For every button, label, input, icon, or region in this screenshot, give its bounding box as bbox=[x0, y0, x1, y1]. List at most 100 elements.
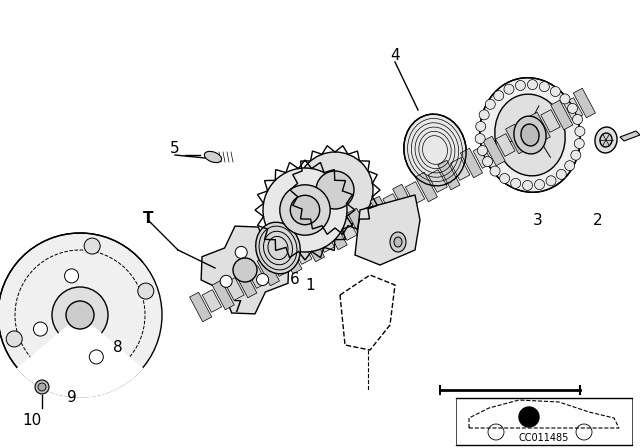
Text: 6: 6 bbox=[290, 272, 300, 288]
Circle shape bbox=[560, 94, 570, 104]
Text: 7: 7 bbox=[233, 301, 243, 315]
Circle shape bbox=[500, 173, 509, 184]
Ellipse shape bbox=[495, 94, 565, 176]
Polygon shape bbox=[483, 136, 505, 166]
Circle shape bbox=[556, 169, 566, 179]
Circle shape bbox=[483, 157, 493, 167]
Circle shape bbox=[475, 134, 485, 144]
Circle shape bbox=[504, 84, 514, 94]
Text: 8: 8 bbox=[113, 340, 123, 356]
Circle shape bbox=[515, 81, 525, 90]
Polygon shape bbox=[541, 110, 560, 132]
Polygon shape bbox=[573, 88, 595, 118]
Circle shape bbox=[550, 86, 561, 96]
Circle shape bbox=[280, 185, 330, 235]
Ellipse shape bbox=[256, 222, 300, 274]
Circle shape bbox=[485, 99, 495, 109]
Circle shape bbox=[568, 103, 577, 113]
Circle shape bbox=[519, 407, 539, 427]
Polygon shape bbox=[348, 208, 370, 238]
Circle shape bbox=[479, 110, 489, 120]
Circle shape bbox=[6, 331, 22, 347]
Polygon shape bbox=[460, 148, 483, 178]
Ellipse shape bbox=[514, 116, 546, 154]
Polygon shape bbox=[528, 112, 550, 142]
Polygon shape bbox=[383, 194, 402, 216]
Polygon shape bbox=[506, 124, 528, 154]
Text: 9: 9 bbox=[67, 391, 77, 405]
Polygon shape bbox=[280, 244, 302, 274]
Text: 3: 3 bbox=[533, 212, 543, 228]
Circle shape bbox=[540, 82, 549, 92]
Polygon shape bbox=[370, 196, 392, 226]
Ellipse shape bbox=[390, 232, 406, 252]
Circle shape bbox=[511, 178, 521, 188]
Polygon shape bbox=[518, 122, 538, 144]
Ellipse shape bbox=[600, 133, 612, 147]
Text: 5: 5 bbox=[170, 141, 180, 155]
Polygon shape bbox=[202, 290, 221, 312]
Circle shape bbox=[52, 287, 108, 343]
Polygon shape bbox=[235, 268, 257, 298]
Text: CC011485: CC011485 bbox=[519, 433, 569, 443]
Circle shape bbox=[236, 246, 247, 258]
Ellipse shape bbox=[404, 114, 466, 186]
Text: T: T bbox=[143, 211, 153, 225]
Polygon shape bbox=[257, 256, 280, 286]
Circle shape bbox=[546, 176, 556, 186]
Text: 1: 1 bbox=[305, 277, 315, 293]
Ellipse shape bbox=[394, 237, 402, 247]
Polygon shape bbox=[189, 292, 212, 322]
Polygon shape bbox=[315, 230, 335, 252]
Polygon shape bbox=[325, 220, 347, 250]
Polygon shape bbox=[415, 172, 438, 202]
Polygon shape bbox=[338, 218, 357, 241]
Polygon shape bbox=[201, 226, 289, 314]
Polygon shape bbox=[303, 232, 324, 262]
Polygon shape bbox=[473, 146, 492, 168]
Circle shape bbox=[571, 150, 581, 160]
Polygon shape bbox=[355, 195, 420, 265]
Circle shape bbox=[316, 171, 354, 209]
Polygon shape bbox=[248, 266, 267, 289]
Circle shape bbox=[291, 195, 320, 225]
Circle shape bbox=[527, 80, 538, 90]
Circle shape bbox=[477, 146, 488, 155]
Circle shape bbox=[66, 301, 94, 329]
Circle shape bbox=[575, 126, 585, 136]
Circle shape bbox=[33, 322, 47, 336]
Circle shape bbox=[90, 350, 103, 364]
Polygon shape bbox=[360, 206, 380, 228]
Circle shape bbox=[257, 274, 269, 285]
Polygon shape bbox=[225, 278, 244, 300]
Circle shape bbox=[84, 238, 100, 254]
Circle shape bbox=[490, 166, 500, 176]
Circle shape bbox=[574, 138, 584, 149]
Circle shape bbox=[263, 168, 347, 252]
Polygon shape bbox=[451, 158, 470, 181]
Circle shape bbox=[573, 114, 582, 125]
Circle shape bbox=[38, 383, 46, 391]
Circle shape bbox=[35, 380, 49, 394]
Circle shape bbox=[522, 181, 532, 190]
Text: 4: 4 bbox=[390, 47, 400, 63]
Circle shape bbox=[220, 276, 232, 287]
Circle shape bbox=[0, 233, 162, 397]
Ellipse shape bbox=[595, 127, 617, 153]
Circle shape bbox=[564, 161, 575, 171]
Polygon shape bbox=[405, 181, 425, 204]
Circle shape bbox=[297, 152, 373, 228]
Text: 2: 2 bbox=[593, 212, 603, 228]
Circle shape bbox=[476, 121, 486, 131]
Polygon shape bbox=[550, 100, 573, 130]
Circle shape bbox=[65, 269, 79, 283]
Polygon shape bbox=[428, 170, 447, 192]
Polygon shape bbox=[620, 131, 640, 141]
Polygon shape bbox=[563, 98, 583, 121]
Polygon shape bbox=[270, 254, 289, 276]
Circle shape bbox=[138, 283, 154, 299]
Circle shape bbox=[493, 90, 504, 101]
Text: 10: 10 bbox=[22, 413, 42, 427]
Polygon shape bbox=[438, 160, 460, 190]
Ellipse shape bbox=[204, 151, 221, 163]
